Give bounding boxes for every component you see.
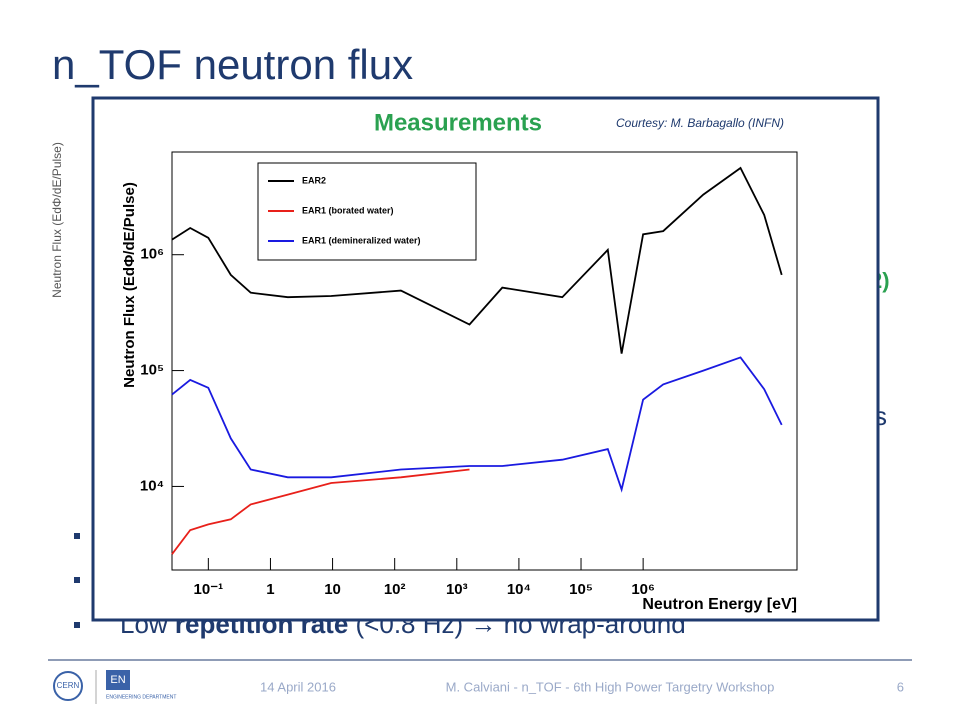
series-line	[171, 356, 783, 493]
x-tick-label: 10	[324, 581, 341, 598]
chart-panel: Measurements Courtesy: M. Barbagallo (IN…	[91, 96, 880, 622]
en-logo	[106, 670, 130, 690]
footer-date: 14 April 2016	[260, 679, 336, 694]
chart-title: Measurements	[374, 109, 542, 136]
series-line	[171, 166, 783, 354]
slide-title: n_TOF neutron flux	[52, 41, 413, 88]
legend-box	[257, 162, 477, 261]
bullet	[74, 533, 80, 539]
bg-axis-label: Neutron Flux (EdΦ/dE/Pulse)	[50, 142, 64, 298]
bullet	[74, 622, 80, 628]
y-tick-label: 10⁴	[140, 477, 164, 494]
x-tick-label: 10²	[384, 581, 406, 598]
x-tick-label: 1	[266, 581, 274, 598]
en-logo-text: EN	[110, 674, 125, 686]
cern-logo-text: CERN	[57, 681, 80, 690]
series-line	[171, 468, 470, 555]
x-tick-label: 10⁵	[569, 581, 593, 598]
legend-label: EAR1 (demineralized water)	[302, 235, 421, 245]
cern-logo	[53, 671, 83, 701]
x-tick-label: 10⁶	[631, 581, 655, 598]
x-tick-label: 10⁴	[507, 581, 531, 598]
annotation: Courtesy: M. Barbagallo (INFN)	[616, 116, 784, 130]
legend-label: EAR1 (borated water)	[302, 205, 394, 215]
plot-area	[171, 151, 798, 571]
x-axis-label: Neutron Energy [eV]	[642, 596, 797, 613]
y-tick-label: 10⁵	[140, 362, 164, 379]
bullet	[74, 577, 80, 583]
dept-text: ENGINEERING DEPARTMENT	[106, 694, 176, 700]
x-tick-label: 10³	[446, 581, 468, 598]
x-tick-label: 10⁻¹	[194, 581, 224, 598]
footer-text: M. Calviani - n_TOF - 6th High Power Tar…	[446, 679, 775, 694]
legend-label: EAR2	[302, 175, 326, 185]
page-number: 6	[897, 679, 904, 694]
chart-frame	[91, 96, 880, 622]
y-axis-label: Neutron Flux (EdΦ/dE/Pulse)	[121, 182, 138, 388]
y-tick-label: 10⁶	[140, 246, 164, 263]
